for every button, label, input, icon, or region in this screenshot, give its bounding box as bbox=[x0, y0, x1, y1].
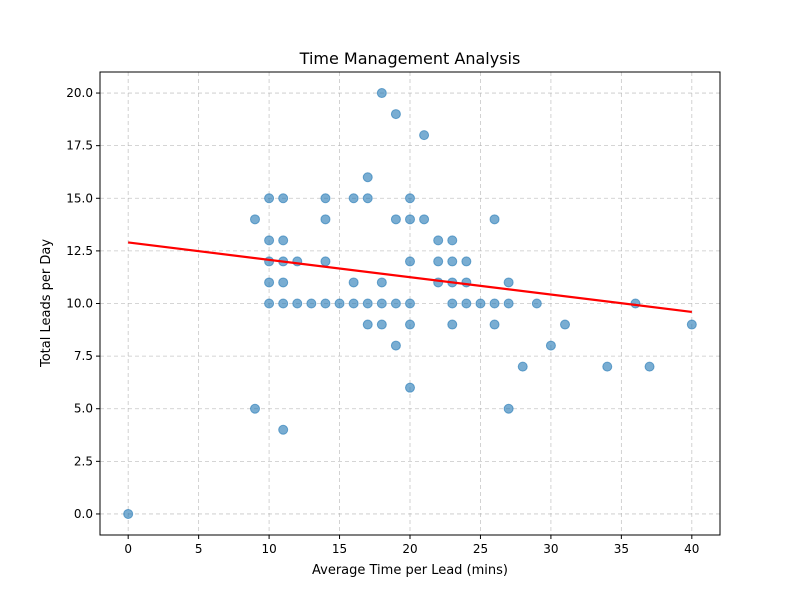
data-point bbox=[405, 256, 415, 267]
x-tick-label: 35 bbox=[614, 542, 629, 556]
data-point bbox=[278, 193, 289, 204]
data-point bbox=[362, 172, 373, 183]
data-point bbox=[531, 298, 542, 309]
data-point bbox=[250, 214, 260, 225]
trendline-group bbox=[128, 241, 692, 314]
x-tick-label: 25 bbox=[473, 542, 488, 556]
data-point bbox=[447, 235, 458, 246]
x-tick-label: 15 bbox=[332, 542, 347, 556]
data-point bbox=[545, 340, 556, 351]
y-tick-label: 10.0 bbox=[66, 297, 93, 311]
data-point bbox=[348, 277, 359, 288]
data-point bbox=[390, 340, 401, 351]
data-point bbox=[264, 277, 275, 288]
data-point bbox=[264, 298, 275, 309]
data-point bbox=[264, 193, 275, 204]
data-point bbox=[292, 298, 303, 309]
data-point bbox=[461, 298, 472, 309]
x-tick-label: 10 bbox=[261, 542, 276, 556]
data-point bbox=[320, 298, 331, 309]
data-point bbox=[433, 256, 444, 267]
y-axis-label: Total Leads per Day bbox=[39, 239, 54, 368]
data-point bbox=[264, 256, 275, 267]
data-point bbox=[419, 130, 430, 141]
data-point bbox=[489, 298, 500, 309]
data-point bbox=[405, 319, 415, 330]
data-point bbox=[320, 214, 331, 225]
y-tick-label: 12.5 bbox=[66, 244, 93, 258]
data-point bbox=[447, 256, 458, 267]
data-point bbox=[503, 403, 514, 414]
data-point bbox=[489, 214, 500, 225]
x-axis-ticks: 0 5 10 15 20 25 30 35 40 bbox=[124, 535, 699, 556]
data-point bbox=[503, 277, 514, 288]
y-tick-label: 5.0 bbox=[74, 402, 93, 416]
y-tick-label: 0.0 bbox=[74, 507, 93, 521]
data-point bbox=[362, 319, 373, 330]
data-point bbox=[602, 361, 613, 372]
data-point bbox=[644, 361, 655, 372]
data-point bbox=[376, 319, 387, 330]
data-point bbox=[376, 277, 387, 288]
y-tick-label: 17.5 bbox=[66, 139, 93, 153]
data-point bbox=[405, 214, 415, 225]
data-point bbox=[278, 298, 289, 309]
y-tick-label: 15.0 bbox=[66, 191, 93, 205]
data-point bbox=[475, 298, 486, 309]
trendline bbox=[128, 241, 692, 314]
data-point bbox=[405, 193, 415, 204]
data-point bbox=[376, 88, 387, 99]
data-point bbox=[278, 235, 289, 246]
chart-title: Time Management Analysis bbox=[299, 49, 521, 68]
x-tick-label: 40 bbox=[684, 542, 699, 556]
data-point bbox=[348, 298, 359, 309]
data-point bbox=[306, 298, 317, 309]
data-point bbox=[560, 319, 570, 330]
data-point bbox=[278, 424, 289, 435]
y-tick-label: 20.0 bbox=[66, 86, 93, 100]
x-tick-label: 0 bbox=[124, 542, 132, 556]
data-point bbox=[123, 508, 134, 519]
data-point bbox=[320, 256, 331, 267]
x-axis-label: Average Time per Lead (mins) bbox=[312, 563, 508, 578]
data-point bbox=[517, 361, 528, 372]
data-point bbox=[390, 214, 401, 225]
data-point bbox=[362, 193, 373, 204]
data-point bbox=[447, 298, 458, 309]
data-point bbox=[390, 109, 401, 120]
data-point bbox=[362, 298, 373, 309]
data-point bbox=[405, 382, 415, 393]
data-point bbox=[433, 235, 444, 246]
y-tick-label: 2.5 bbox=[74, 454, 93, 468]
y-tick-label: 7.5 bbox=[74, 349, 93, 363]
data-point bbox=[348, 193, 359, 204]
data-point bbox=[376, 298, 387, 309]
data-point bbox=[686, 319, 697, 330]
x-tick-label: 30 bbox=[543, 542, 558, 556]
data-point bbox=[447, 319, 458, 330]
data-point bbox=[334, 298, 345, 309]
data-point bbox=[419, 214, 430, 225]
data-point bbox=[461, 256, 472, 267]
data-point bbox=[489, 319, 500, 330]
data-point bbox=[320, 193, 331, 204]
data-point bbox=[405, 298, 415, 309]
data-point bbox=[264, 235, 275, 246]
data-points bbox=[123, 88, 697, 519]
data-point bbox=[250, 403, 260, 414]
data-point bbox=[278, 277, 289, 288]
data-point bbox=[390, 298, 401, 309]
data-point bbox=[503, 298, 514, 309]
y-axis-ticks: 0.0 2.5 5.0 7.5 10.0 12.5 15.0 17.5 20.0 bbox=[66, 86, 100, 521]
x-tick-label: 5 bbox=[195, 542, 203, 556]
x-tick-label: 20 bbox=[402, 542, 417, 556]
